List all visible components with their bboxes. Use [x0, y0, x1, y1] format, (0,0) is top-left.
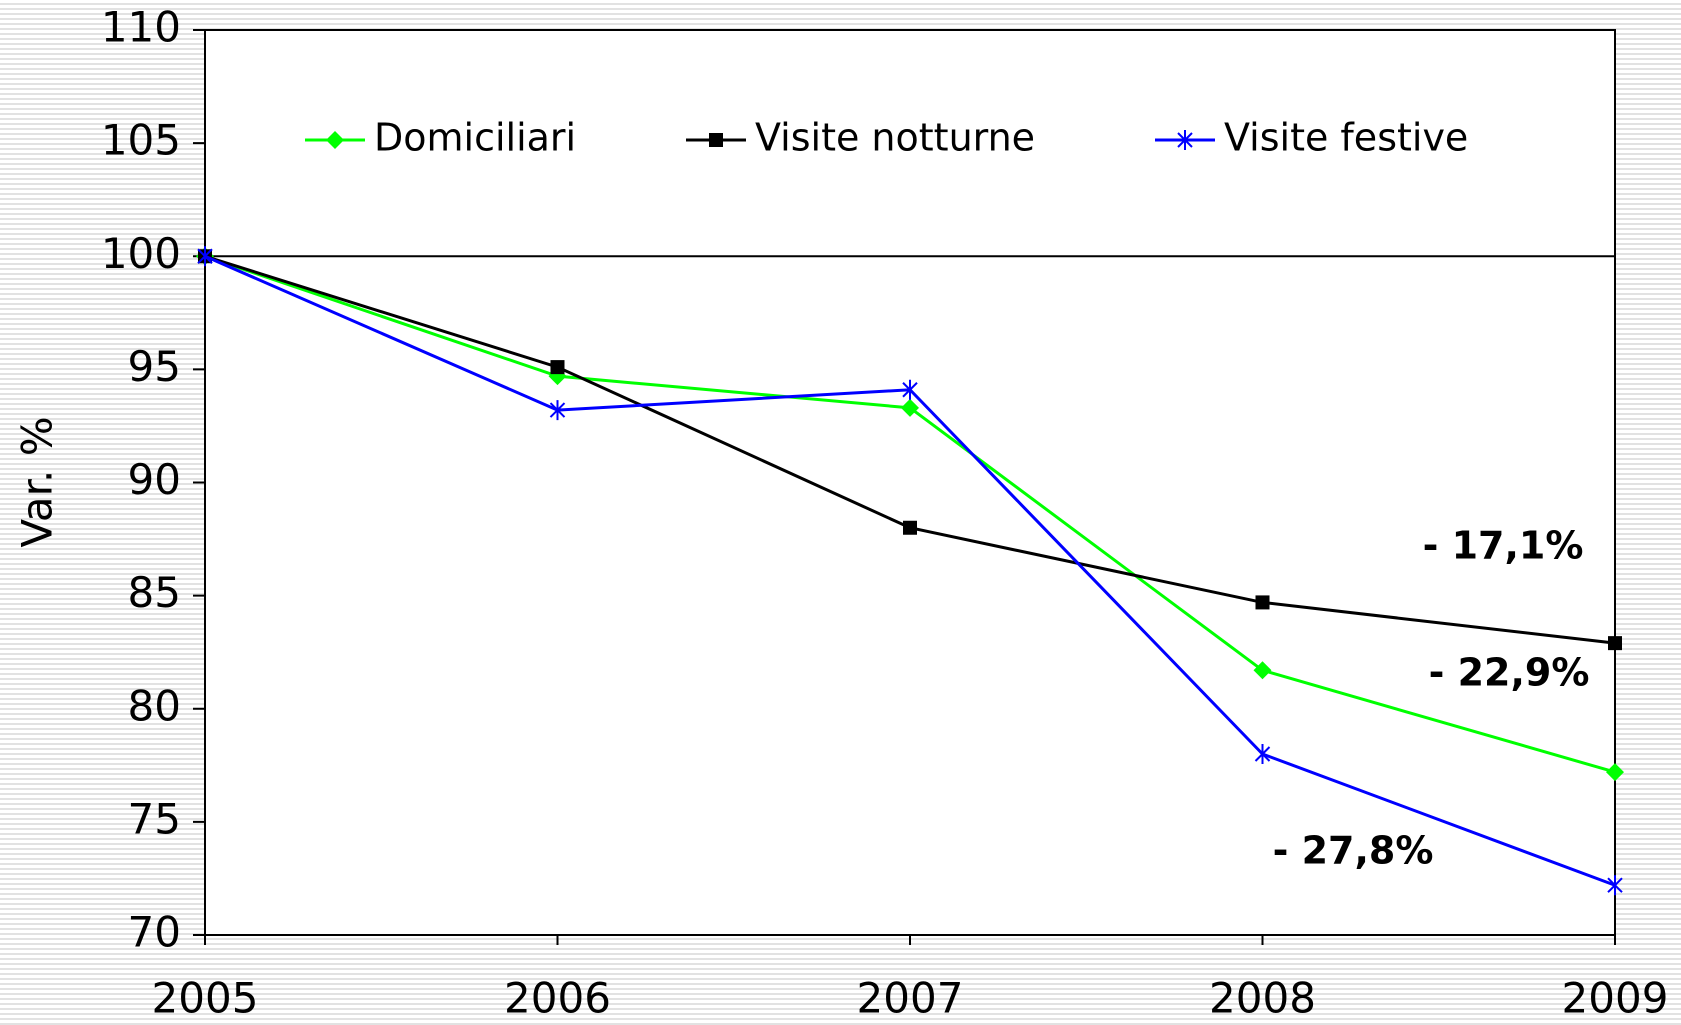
- y-tick-label: 70: [128, 908, 181, 957]
- data-point: [549, 400, 566, 421]
- data-point: [1606, 763, 1624, 782]
- data-point: [901, 398, 919, 417]
- y-tick-label: 105: [101, 116, 181, 165]
- annotation: - 27,8%: [1273, 829, 1434, 873]
- data-point: [550, 360, 565, 375]
- x-tick-label: 2005: [152, 974, 259, 1023]
- y-tick-label: 85: [128, 568, 181, 617]
- data-point: [902, 379, 918, 400]
- y-tick-label: 100: [101, 229, 181, 278]
- annotation: - 17,1%: [1423, 524, 1584, 568]
- x-tick-label: 2008: [1209, 974, 1316, 1023]
- data-point: [1253, 661, 1272, 680]
- legend-marker: [709, 133, 723, 147]
- y-tick-label: 90: [128, 455, 181, 504]
- x-tick-label: 2007: [857, 974, 964, 1023]
- legend-marker: [1177, 130, 1193, 150]
- x-tick-label: 2006: [504, 974, 611, 1023]
- legend-label: Visite notturne: [755, 116, 1035, 160]
- y-tick-label: 110: [101, 3, 181, 52]
- legend-marker: [326, 131, 344, 149]
- data-point: [1254, 744, 1271, 764]
- data-point: [1608, 636, 1622, 651]
- data-point: [197, 246, 213, 267]
- y-tick-label: 95: [128, 342, 181, 391]
- data-point: [1607, 875, 1623, 896]
- data-point: [1255, 595, 1270, 610]
- y-tick-label: 80: [128, 681, 181, 730]
- legend-label: Visite festive: [1224, 116, 1468, 160]
- legend-label: Domiciliari: [374, 116, 576, 160]
- annotation: - 22,9%: [1429, 651, 1590, 695]
- x-tick-label: 2009: [1562, 974, 1669, 1023]
- y-tick-label: 75: [128, 794, 181, 843]
- data-point: [903, 520, 917, 535]
- plot-area: [204, 29, 1616, 936]
- y-axis-label: Var. %: [13, 416, 62, 547]
